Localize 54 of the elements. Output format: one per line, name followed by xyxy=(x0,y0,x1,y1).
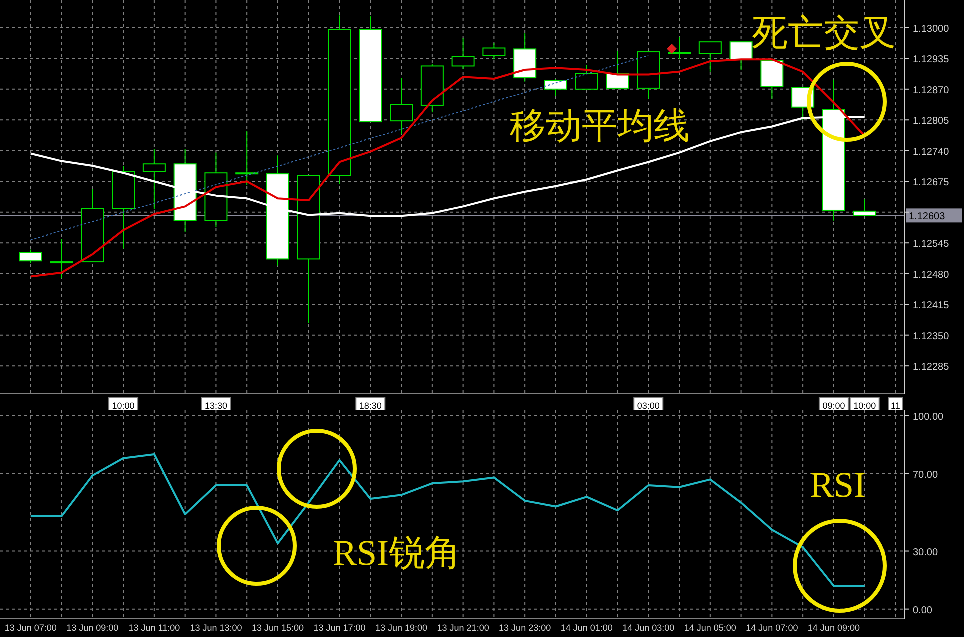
y-tick-label: 1.12870 xyxy=(913,85,950,96)
y-tick-label: 100.00 xyxy=(913,412,944,423)
y-tick-label: 1.12285 xyxy=(913,362,950,374)
y-tick-label: 1.12480 xyxy=(913,270,950,281)
candlestick xyxy=(730,42,753,70)
annotation: RSI xyxy=(810,465,866,505)
y-tick-label: 30.00 xyxy=(913,547,938,558)
candlestick xyxy=(142,148,166,210)
y-tick-label: 1.12545 xyxy=(913,239,950,250)
candlestick xyxy=(452,38,475,70)
y-tick-label: 1.12740 xyxy=(913,146,950,158)
candlestick xyxy=(50,238,74,280)
candlestick xyxy=(390,78,414,135)
y-tick-label: 1.12805 xyxy=(913,116,950,128)
ref-line-label: 1.12603 xyxy=(909,212,946,223)
x-tick-label: 13 Jun 21:00 xyxy=(437,623,490,633)
x-tick-label: 14 Jun 01:00 xyxy=(560,623,613,633)
y-tick-label: 0.00 xyxy=(913,605,933,616)
x-tick-label: 14 Jun 05:00 xyxy=(684,623,736,633)
x-tick-label: 10:00 xyxy=(854,401,876,411)
x-tick-label: 13 Jun 13:00 xyxy=(190,623,242,633)
annotation: 移动平均线 xyxy=(510,106,690,146)
x-tick-label: 10:00 xyxy=(112,401,135,411)
x-tick-label: 13 Jun 17:00 xyxy=(314,623,366,633)
x-tick-label: 13:30 xyxy=(204,401,228,411)
x-tick-label: 18:30 xyxy=(359,401,382,411)
x-tick-label: 14 Jun 07:00 xyxy=(746,623,798,633)
x-tick-label: 09:00 xyxy=(822,401,846,411)
annotation: 死亡交叉 xyxy=(752,13,896,53)
x-tick-label: 13 Jun 09:00 xyxy=(66,623,119,633)
x-tick-label: 03:00 xyxy=(637,401,660,411)
x-tick-label: 13 Jun 07:00 xyxy=(4,623,57,633)
candlestick xyxy=(853,199,876,216)
candlestick xyxy=(698,42,722,72)
x-tick-label: 13 Jun 11:00 xyxy=(128,623,180,633)
x-tick-label: 13 Jun 15:00 xyxy=(252,623,304,633)
x-tick-label: 11 xyxy=(891,401,900,411)
candlestick xyxy=(482,42,506,60)
candlestick xyxy=(236,130,259,186)
y-tick-label: 1.12935 xyxy=(913,54,950,66)
candlestick xyxy=(544,78,568,97)
x-tick-label: 14 Jun 09:00 xyxy=(808,623,860,633)
y-tick-label: 1.12675 xyxy=(913,178,950,189)
candlestick xyxy=(19,249,42,264)
x-tick-label: 14 Jun 03:00 xyxy=(622,623,675,633)
y-tick-label: 1.12415 xyxy=(913,300,950,312)
x-tick-label: 13 Jun 23:00 xyxy=(499,623,552,633)
candlestick xyxy=(575,64,598,90)
annotation: RSI锐角 xyxy=(333,533,462,573)
x-tick-label: 13 Jun 19:00 xyxy=(376,623,428,633)
y-tick-label: 1.12350 xyxy=(913,331,950,342)
y-tick-label: 70.00 xyxy=(913,470,938,481)
line-series xyxy=(30,454,866,588)
y-tick-label: 1.13000 xyxy=(913,24,950,35)
